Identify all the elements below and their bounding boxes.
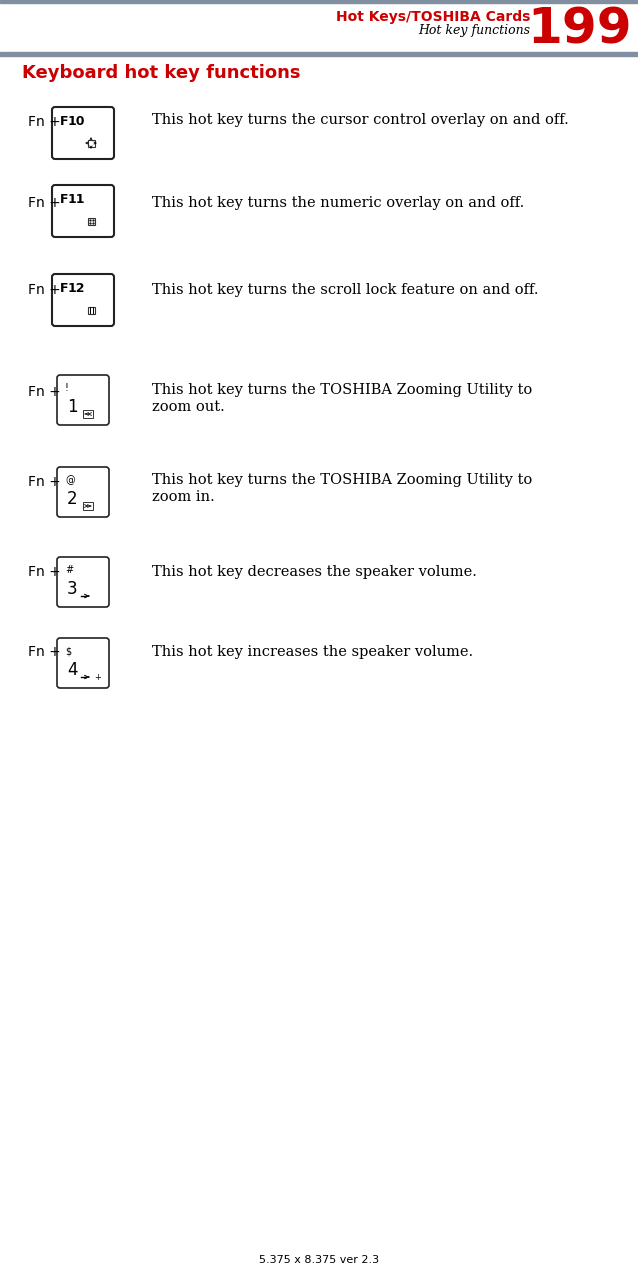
FancyBboxPatch shape (83, 502, 93, 509)
Text: F: F (60, 115, 68, 128)
Text: 10: 10 (68, 115, 85, 128)
Text: Fn +: Fn + (28, 283, 61, 297)
Text: 2: 2 (67, 490, 78, 508)
FancyBboxPatch shape (57, 375, 109, 425)
Text: Hot key functions: Hot key functions (418, 24, 530, 37)
FancyBboxPatch shape (52, 186, 114, 237)
Text: 4: 4 (67, 660, 77, 678)
Text: Keyboard hot key functions: Keyboard hot key functions (22, 64, 300, 82)
Text: zoom out.: zoom out. (152, 399, 225, 413)
Text: 5.375 x 8.375 ver 2.3: 5.375 x 8.375 ver 2.3 (259, 1254, 379, 1265)
Text: This hot key turns the TOSHIBA Zooming Utility to: This hot key turns the TOSHIBA Zooming U… (152, 474, 532, 486)
Text: This hot key turns the cursor control overlay on and off.: This hot key turns the cursor control ov… (152, 113, 568, 127)
FancyBboxPatch shape (83, 410, 93, 419)
Text: This hot key turns the scroll lock feature on and off.: This hot key turns the scroll lock featu… (152, 283, 538, 297)
FancyBboxPatch shape (52, 108, 114, 159)
Text: Fn +: Fn + (28, 475, 61, 489)
Text: This hot key increases the speaker volume.: This hot key increases the speaker volum… (152, 645, 473, 659)
Text: !: ! (65, 383, 69, 393)
FancyBboxPatch shape (87, 140, 94, 146)
Text: F: F (60, 282, 68, 294)
Text: Fn +: Fn + (28, 196, 61, 210)
Text: 12: 12 (68, 282, 85, 294)
Text: 199: 199 (528, 5, 632, 52)
FancyBboxPatch shape (52, 274, 114, 326)
Text: Hot Keys/TOSHIBA Cards: Hot Keys/TOSHIBA Cards (336, 10, 530, 24)
Text: This hot key decreases the speaker volume.: This hot key decreases the speaker volum… (152, 564, 477, 579)
Text: This hot key turns the numeric overlay on and off.: This hot key turns the numeric overlay o… (152, 196, 524, 210)
FancyBboxPatch shape (57, 637, 109, 689)
Text: @: @ (65, 475, 75, 485)
Text: 11: 11 (68, 193, 85, 206)
Text: $: $ (65, 646, 71, 655)
Bar (0, 0, 638, 3)
Text: +: + (94, 672, 101, 681)
Text: Fn +: Fn + (28, 385, 61, 399)
Text: F: F (60, 193, 68, 206)
Text: This hot key turns the TOSHIBA Zooming Utility to: This hot key turns the TOSHIBA Zooming U… (152, 383, 532, 397)
Bar (0, 52, 638, 56)
Text: Fn +: Fn + (28, 645, 61, 659)
Text: Fn +: Fn + (28, 564, 61, 579)
Text: Fn +: Fn + (28, 115, 61, 129)
FancyBboxPatch shape (57, 467, 109, 517)
FancyBboxPatch shape (87, 218, 94, 224)
Text: #: # (65, 564, 73, 575)
FancyBboxPatch shape (87, 306, 94, 314)
Text: 3: 3 (67, 580, 78, 598)
Text: 1: 1 (67, 398, 78, 416)
Text: zoom in.: zoom in. (152, 490, 215, 504)
FancyBboxPatch shape (57, 557, 109, 607)
